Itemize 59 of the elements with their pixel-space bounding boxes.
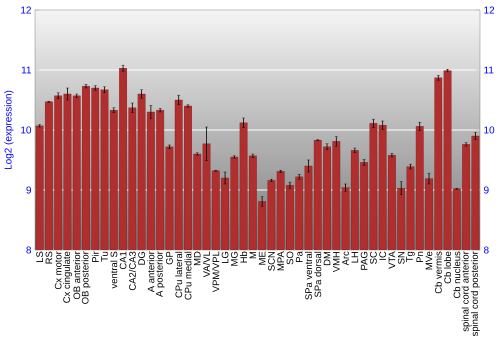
x-tick-label: Pir xyxy=(92,251,99,262)
x-tick-label: MD xyxy=(194,252,200,266)
x-tick-label: LH xyxy=(352,252,358,263)
x-tick-label: Cx motor xyxy=(54,251,62,290)
y-tick-label: 10 xyxy=(21,126,32,134)
y2-tick-label: 11 xyxy=(484,66,494,74)
x-tick-label: VMH xyxy=(333,252,340,272)
x-tick-label: Cb lobe xyxy=(444,252,452,284)
x-tick-label: ME xyxy=(258,252,266,265)
x-tick-label: CPu lateral xyxy=(175,252,182,298)
x-tick-label: CA1 xyxy=(120,252,126,270)
x-tick-label: MVe xyxy=(426,252,432,270)
x-tick-label: Hb xyxy=(240,252,248,263)
x-tick-label: spinal cord posterior xyxy=(470,251,480,336)
y-tick-label: 9 xyxy=(26,186,32,194)
x-tick-label: SN xyxy=(398,252,405,264)
x-tick-label: CPu medial xyxy=(184,252,192,300)
x-tick-label: CA2/CA3 xyxy=(128,252,136,290)
x-tick-label: Tu xyxy=(101,252,108,262)
y2-tick-label: 9 xyxy=(484,186,489,194)
x-tick-label: SPa ventral xyxy=(305,252,312,300)
x-tick-label: MPA xyxy=(277,251,284,270)
x-tick-label: A anterior xyxy=(147,251,154,292)
x-tick-label: RS xyxy=(46,252,52,264)
x-tick-label: spinal cord anterior xyxy=(462,251,471,332)
x-tick-label: Cx cingulate xyxy=(63,252,72,303)
y-tick-label: 12 xyxy=(21,6,31,14)
x-tick-label: Tg xyxy=(406,252,415,262)
x-tick-label: MG xyxy=(230,252,238,266)
y-tick-label: 8 xyxy=(26,246,32,254)
x-tick-label: Pn xyxy=(416,252,423,262)
x-tick-label: VA/VL xyxy=(203,252,210,278)
x-tick-label: M xyxy=(250,252,256,258)
x-tick-label: PAG xyxy=(360,252,368,270)
x-tick-label: IC xyxy=(379,252,386,260)
x-tick-label: VTA xyxy=(388,251,396,269)
y2-tick-label: 8 xyxy=(484,246,489,254)
x-tick-label: ventral S xyxy=(110,252,118,289)
x-tick-label: Arc xyxy=(342,251,349,266)
y2-tick-label: 12 xyxy=(484,6,494,14)
x-tick-label: OB posterior xyxy=(82,251,90,304)
y-axis-title: Log2 (expression) xyxy=(4,90,14,170)
x-tick-label: Cb nucleus xyxy=(453,252,460,298)
y2-tick-label: 10 xyxy=(484,126,494,134)
x-tick-label: SPa dorsal xyxy=(314,252,322,298)
x-tick-label: DG xyxy=(138,252,145,265)
x-tick-label: A posterior xyxy=(156,251,165,297)
x-tick-label: DM xyxy=(324,252,330,266)
x-tick-label: SCN xyxy=(268,252,275,271)
x-tick-label: LG xyxy=(222,252,228,264)
x-tick-label: Pa xyxy=(296,251,303,262)
x-tick-label: SO xyxy=(286,252,294,264)
x-tick-label: GP xyxy=(166,252,173,264)
x-tick-label: SC xyxy=(370,252,377,264)
y-tick-label: 11 xyxy=(22,66,31,74)
x-tick-label: VPM/VPL xyxy=(212,252,220,292)
x-tick-label: Cb vermis xyxy=(434,252,442,294)
x-tick-label: OB anterior xyxy=(73,251,80,300)
x-tick-label: LS xyxy=(36,252,43,262)
